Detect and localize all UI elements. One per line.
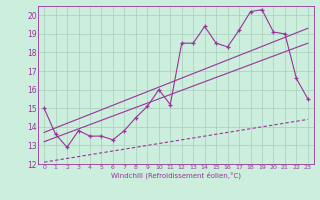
X-axis label: Windchill (Refroidissement éolien,°C): Windchill (Refroidissement éolien,°C) [111,172,241,179]
